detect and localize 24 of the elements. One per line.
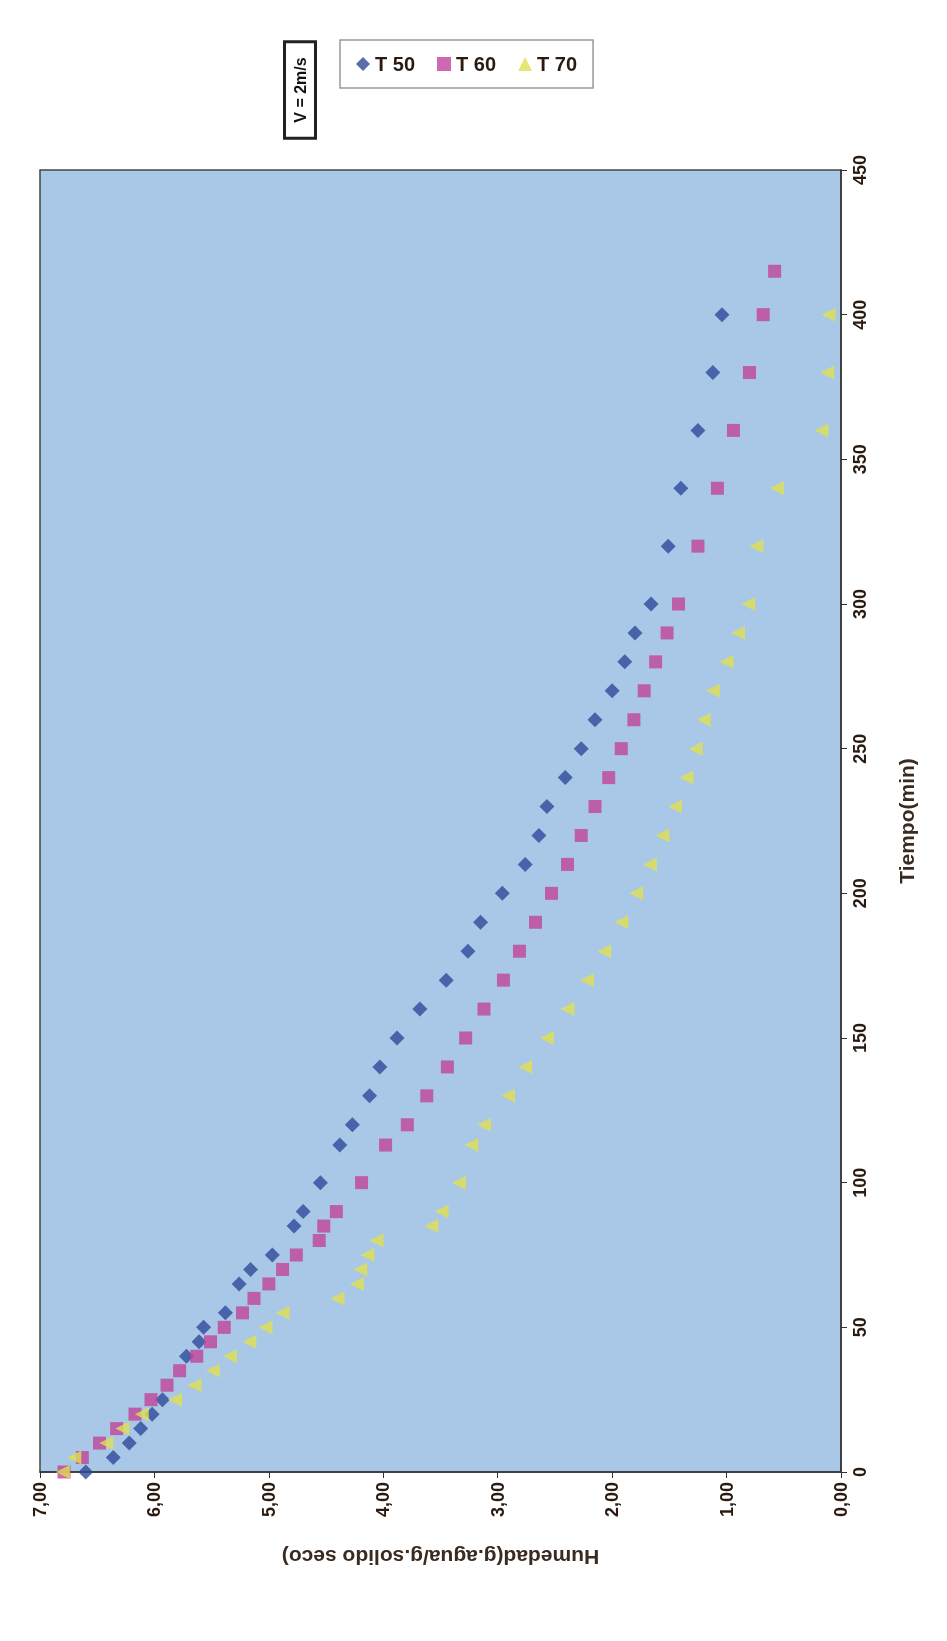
legend-label: T 50	[375, 53, 416, 75]
legend-label: T 70	[537, 53, 578, 75]
x-tick-label: 3,00	[487, 1482, 508, 1518]
y-tick-label: 400	[850, 299, 870, 330]
x-tick-label: 1,00	[716, 1482, 737, 1518]
y-tick-label: 50	[850, 1317, 870, 1338]
y-tick-label: 300	[850, 588, 870, 620]
y-tick-label: 150	[850, 1022, 870, 1054]
legend-label: T 60	[456, 53, 497, 75]
y-tick-label: 250	[850, 733, 870, 764]
y-tick-label: 350	[850, 444, 870, 475]
x-tick-label: 0,00	[831, 1482, 851, 1518]
x-tick-label: 2,00	[602, 1482, 623, 1518]
text: V = 2m/s	[291, 57, 309, 123]
y-tick-label: 0	[850, 1466, 870, 1478]
x-axis-title: Humedad(g.agua/g.solido seco)	[281, 1546, 600, 1569]
y-tick-label: 450	[850, 154, 870, 186]
x-tick-label: 7,00	[30, 1482, 50, 1518]
y-axis-title: Tiempo(min)	[895, 758, 918, 884]
x-tick-label: 4,00	[373, 1482, 394, 1518]
x-tick-label: 5,00	[258, 1482, 279, 1518]
x-tick-label: 6,00	[144, 1482, 165, 1518]
y-tick-label: 200	[850, 878, 870, 909]
y-tick-label: 100	[850, 1167, 870, 1198]
